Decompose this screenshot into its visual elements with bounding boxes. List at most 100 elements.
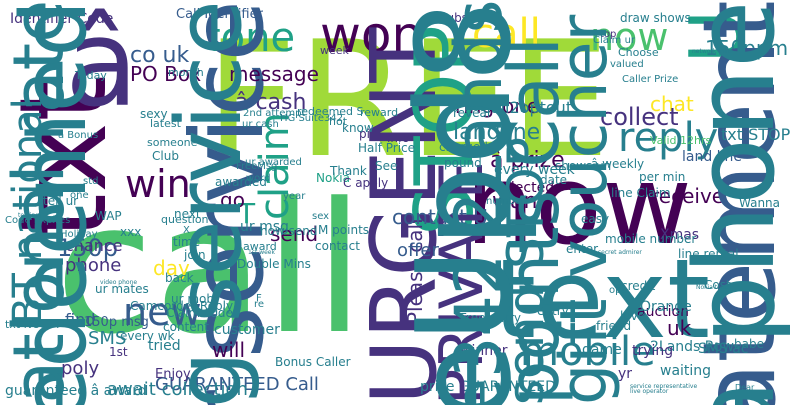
word-claim-code: Claim code [166,306,233,320]
word-go: go [220,188,245,212]
word-draw-shows: draw shows [620,11,691,25]
word-collect: collect [600,103,679,131]
word-ur-msg: ur msg [240,219,289,235]
word-see: See [375,159,398,173]
word-now-send: now send [260,224,318,238]
word-love: love [620,309,646,323]
word-re: re [254,299,265,310]
word-texting: texting [18,212,40,219]
word-info: info [387,131,410,145]
word-call2optout: call2optout [482,98,573,117]
word-glyph: â [65,0,139,134]
word-1st-week: 1st week [248,249,275,256]
word-live-operator: live operator [630,388,669,395]
word-tried: tried [148,338,181,354]
word-one: one [70,190,89,201]
word-contact-u: contact U [392,205,488,229]
word-c-apply: C apply [343,176,389,190]
word-pound: pound [444,156,482,170]
word-landline: landline [453,120,541,145]
word-m-points: M points [318,223,370,237]
word-prize: â prize [490,148,565,173]
word-unsubscribe: unsubscribe [425,11,498,25]
word-ur-awarded: ur awarded [245,157,302,168]
word-every-week: every week [494,162,575,178]
word-network-mins: network mins [692,48,733,55]
word-holiday: Holiday [60,229,98,240]
word-150p: 150p [57,234,119,262]
word-dear: Dear [735,383,755,392]
word-double-mins: Double Mins [237,257,311,271]
word-valued: valued [610,59,644,70]
word-150p-msg: 150p msg [84,315,149,330]
word-next: next [174,207,201,221]
word-txt-nokia: txt NOKIA [5,318,59,331]
word-pic: pic [359,127,377,141]
word-enjoy: Enjoy [155,367,191,382]
word-number: number [486,196,526,207]
word-x: X [183,225,190,236]
word-ringtone: ringtone [455,94,540,118]
word-po-box: PO Box [130,62,202,86]
word-top: top [600,29,617,40]
word-customer: customer [214,322,280,338]
word-bonus: â Bonus [58,130,99,141]
word-f: F [256,293,262,304]
word-wanna: Wanna [739,196,781,210]
word-std: std [83,176,99,187]
word-nokia-tone: Nokia tone [696,284,729,291]
word-now: now [465,141,692,269]
word-game: game [582,342,622,358]
word-offer: offer [397,240,439,261]
word-1st: 1st [109,345,128,359]
word-contact: contact [315,239,360,253]
word-time: time [173,235,201,249]
word-will: will [212,338,246,362]
word-ur-mob: ur mob [171,292,215,306]
word-t: T [238,197,256,230]
word-word: word [246,173,271,184]
word-yr: yr [618,366,633,382]
word-secret-admirer: secret admirer [598,249,642,256]
word-txt-stop: txt STOP [721,125,790,144]
word-reward: reward [360,106,399,119]
word-mobile: mobile [520,329,656,375]
word-want: want [492,189,547,214]
word-receive: receive [651,184,725,208]
word-code-expires: Code Expires [5,215,71,226]
word-ur-cash: ur cash [242,119,279,130]
word-choose: Choose [618,46,659,59]
word-opt: opt [609,285,626,296]
word-dating-service: dating service [157,0,262,405]
word-xxx: xxx [120,225,142,239]
word-entry: entry [537,304,569,318]
word-charged: charged [439,140,488,154]
word-service-representative: service representative [630,383,698,390]
word-per-min: per min [639,170,686,184]
word-identifier-code: Identifier Code [10,11,114,27]
word-auction: auction [637,304,689,320]
word-award: award [243,240,277,253]
word-cash: â cash [235,90,307,115]
word-thank: Thank [330,164,367,178]
word-land-line: land line [682,149,742,165]
word-shows-un: shows un [555,159,612,173]
word-150ppm: 150ppm [705,36,789,60]
word-nokia: Nokia [316,171,350,185]
word-today: Today [75,69,107,82]
word-claim-ur: Claim ur [593,35,636,46]
word-await-collection: await collection [107,379,248,400]
word-hg-suite342: HG Suite342 [280,113,344,124]
word-awarded: awarded [215,175,267,189]
word-sms: SMS [88,328,127,349]
word-text: text [493,235,711,363]
word-ur-mates: ur mates [95,282,149,296]
word-now: now [590,15,669,59]
word-month: month [168,66,204,79]
word-won: won [320,6,424,64]
word-caller-prize: Caller Prize [622,74,679,85]
word-question: question [161,213,209,226]
word-someone: someone [147,136,198,149]
word-find: find [65,310,96,329]
word-club: Club [152,149,179,163]
